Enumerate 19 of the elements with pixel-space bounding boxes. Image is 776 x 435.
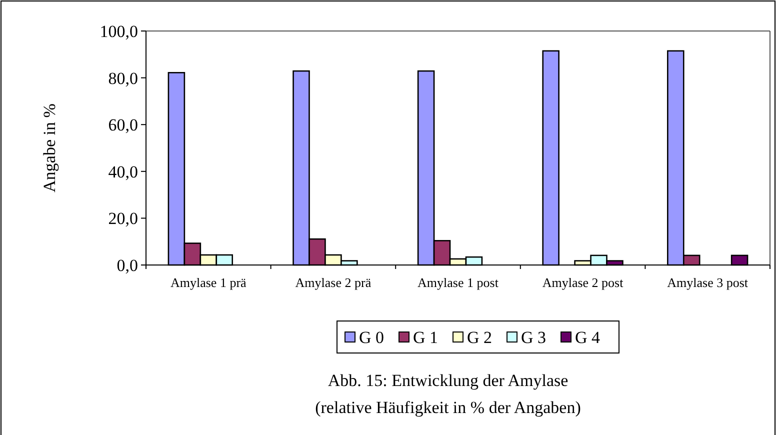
x-tick-label: Amylase 1 prä [170,275,247,290]
y-tick-label: 60,0 [108,116,138,135]
legend-label: G 1 [413,328,438,347]
legend-label: G 0 [359,328,384,347]
x-tick-label: Amylase 2 prä [295,275,372,290]
y-tick-label: 80,0 [108,68,138,88]
y-tick-label: 0,0 [116,256,138,275]
y-tick-label: 40,0 [108,162,138,182]
text: Abb. 15: Entwicklung der Amylase [328,371,568,390]
text: (relative Häufigkeit in % der Angaben) [315,398,581,417]
legend-label: G 2 [467,328,492,347]
y-tick-label: 20,0 [108,209,138,228]
legend-label: G 3 [521,328,546,347]
x-tick-label: Amylase 1 post [418,275,499,290]
x-tick-label: Amylase 3 post [667,275,748,290]
y-tick-label: 100,0 [100,22,138,41]
x-tick-label: Amylase 2 post [542,275,624,290]
legend-label: G 4 [575,328,601,347]
y-axis-title: Angabe in % [40,104,59,192]
